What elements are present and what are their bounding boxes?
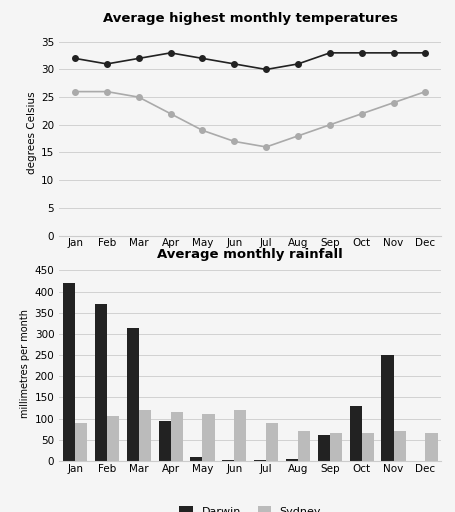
- Bar: [95, 304, 107, 461]
- Bar: [286, 459, 298, 461]
- Bar: [139, 410, 151, 461]
- Bar: [394, 431, 406, 461]
- Line: Darwin: Darwin: [72, 50, 428, 72]
- Sydney: [391, 100, 396, 106]
- Darwin: [391, 50, 396, 56]
- Legend: Darwin, Sydney: Darwin, Sydney: [175, 286, 326, 305]
- Bar: [362, 433, 374, 461]
- Sydney: [200, 127, 205, 134]
- Darwin: [168, 50, 173, 56]
- Sydney: [72, 89, 78, 95]
- Bar: [349, 406, 362, 461]
- Bar: [318, 435, 330, 461]
- Bar: [254, 460, 266, 461]
- Sydney: [232, 138, 237, 144]
- Sydney: [423, 89, 428, 95]
- Darwin: [295, 61, 301, 67]
- Bar: [202, 414, 215, 461]
- Sydney: [263, 144, 269, 150]
- Bar: [63, 283, 75, 461]
- Bar: [222, 460, 234, 461]
- Bar: [298, 431, 310, 461]
- Bar: [158, 421, 171, 461]
- Bar: [171, 412, 183, 461]
- Darwin: [327, 50, 333, 56]
- Sydney: [359, 111, 364, 117]
- Bar: [75, 423, 87, 461]
- Darwin: [136, 55, 142, 61]
- Title: Average monthly rainfall: Average monthly rainfall: [157, 248, 343, 261]
- Darwin: [232, 61, 237, 67]
- Sydney: [136, 94, 142, 100]
- Sydney: [295, 133, 301, 139]
- Bar: [266, 423, 278, 461]
- Bar: [126, 328, 139, 461]
- Bar: [381, 355, 394, 461]
- Darwin: [359, 50, 364, 56]
- Title: Average highest monthly temperatures: Average highest monthly temperatures: [103, 12, 398, 26]
- Sydney: [168, 111, 173, 117]
- Sydney: [327, 122, 333, 128]
- Bar: [107, 416, 119, 461]
- Bar: [425, 433, 438, 461]
- Y-axis label: millimetres per month: millimetres per month: [20, 309, 30, 418]
- Darwin: [200, 55, 205, 61]
- Darwin: [104, 61, 110, 67]
- Bar: [234, 410, 247, 461]
- Bar: [190, 457, 202, 461]
- Darwin: [263, 67, 269, 73]
- Bar: [330, 433, 342, 461]
- Legend: Darwin, Sydney: Darwin, Sydney: [175, 501, 326, 512]
- Darwin: [72, 55, 78, 61]
- Line: Sydney: Sydney: [72, 89, 428, 150]
- Y-axis label: degrees Celsius: degrees Celsius: [27, 92, 37, 175]
- Darwin: [423, 50, 428, 56]
- Sydney: [104, 89, 110, 95]
